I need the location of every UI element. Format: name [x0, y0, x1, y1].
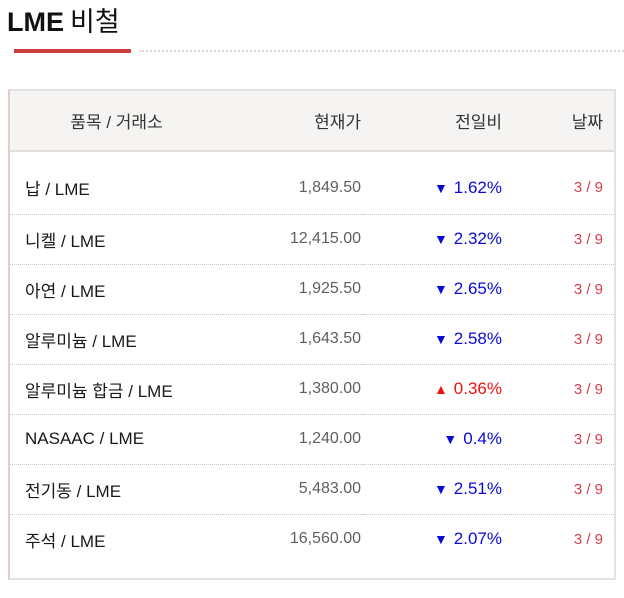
price-cell: 1,849.50 [223, 151, 363, 215]
page-header: LME 비철 [0, 0, 624, 53]
change-arrow-icon: ▼ [433, 231, 448, 247]
date-cell: 3 / 9 [505, 514, 614, 564]
date-cell: 3 / 9 [505, 364, 614, 415]
change-cell: ▼ 1.62% [363, 151, 505, 215]
change-value: 0.4% [463, 429, 502, 448]
change-value: 2.07% [453, 529, 502, 549]
quotes-table-container: 품목 / 거래소 현재가 전일비 날짜 납 / LME 1,849.50 ▼ 1.… [8, 89, 616, 580]
header-row: 품목 / 거래소 현재가 전일비 날짜 [10, 91, 614, 152]
price-cell: 16,560.00 [223, 514, 363, 564]
table-row[interactable]: 주석 / LME 16,560.00 ▼ 2.07% 3 / 9 [10, 514, 614, 564]
change-cell: ▼ 2.32% [363, 214, 505, 265]
table-row[interactable]: NASAAC / LME 1,240.00 ▼ 0.4% 3 / 9 [10, 414, 614, 465]
change-arrow-icon: ▼ [433, 531, 448, 548]
change-value: 2.65% [453, 279, 502, 298]
item-cell: 주석 / LME [10, 514, 223, 564]
date-cell: 3 / 9 [505, 151, 614, 215]
quotes-table: 품목 / 거래소 현재가 전일비 날짜 납 / LME 1,849.50 ▼ 1.… [10, 91, 614, 564]
price-cell: 1,380.00 [223, 364, 363, 415]
item-cell: 아연 / LME [10, 264, 223, 315]
page-title: LME 비철 [7, 6, 624, 39]
price-cell: 1,643.50 [223, 314, 363, 365]
title-accent-bar [14, 48, 131, 53]
change-value: 2.51% [453, 479, 502, 498]
price-cell: 1,925.50 [223, 264, 363, 315]
change-arrow-icon: ▲ [433, 381, 448, 397]
price-cell: 12,415.00 [223, 214, 363, 265]
item-cell: 알루미늄 합금 / LME [10, 364, 223, 415]
date-cell: 3 / 9 [505, 414, 614, 465]
table-row[interactable]: 알루미늄 / LME 1,643.50 ▼ 2.58% 3 / 9 [10, 314, 614, 365]
col-header-change: 전일비 [363, 91, 505, 152]
change-arrow-icon: ▼ [433, 179, 448, 196]
page-title-en: LME [7, 7, 64, 37]
date-cell: 3 / 9 [505, 214, 614, 265]
change-cell: ▲ 0.36% [363, 364, 505, 415]
change-value: 2.58% [453, 329, 502, 348]
table-row[interactable]: 납 / LME 1,849.50 ▼ 1.62% 3 / 9 [10, 151, 614, 215]
col-header-date: 날짜 [505, 91, 614, 152]
date-cell: 3 / 9 [505, 264, 614, 315]
price-cell: 1,240.00 [223, 414, 363, 465]
table-row[interactable]: 니켈 / LME 12,415.00 ▼ 2.32% 3 / 9 [10, 214, 614, 265]
title-dotted-rule [139, 49, 624, 52]
table-row[interactable]: 알루미늄 합금 / LME 1,380.00 ▲ 0.36% 3 / 9 [10, 364, 614, 415]
change-cell: ▼ 2.07% [363, 514, 505, 564]
page-title-ko: 비철 [70, 7, 120, 37]
item-cell: 알루미늄 / LME [10, 314, 223, 365]
change-cell: ▼ 0.4% [363, 414, 505, 465]
change-arrow-icon: ▼ [433, 281, 448, 297]
item-cell: 납 / LME [10, 151, 223, 215]
item-cell: 전기동 / LME [10, 464, 223, 515]
change-value: 2.32% [453, 229, 502, 248]
table-row[interactable]: 전기동 / LME 5,483.00 ▼ 2.51% 3 / 9 [10, 464, 614, 515]
change-arrow-icon: ▼ [443, 431, 458, 447]
price-cell: 5,483.00 [223, 464, 363, 515]
date-cell: 3 / 9 [505, 464, 614, 515]
change-arrow-icon: ▼ [433, 331, 448, 347]
item-cell: 니켈 / LME [10, 214, 223, 265]
col-header-item: 품목 / 거래소 [10, 91, 223, 152]
title-rule [14, 48, 624, 53]
change-cell: ▼ 2.58% [363, 314, 505, 365]
col-header-price: 현재가 [223, 91, 363, 152]
item-cell: NASAAC / LME [10, 414, 223, 465]
change-cell: ▼ 2.51% [363, 464, 505, 515]
date-cell: 3 / 9 [505, 314, 614, 365]
change-cell: ▼ 2.65% [363, 264, 505, 315]
change-value: 1.62% [453, 177, 502, 197]
table-row[interactable]: 아연 / LME 1,925.50 ▼ 2.65% 3 / 9 [10, 264, 614, 315]
change-value: 0.36% [453, 379, 502, 398]
change-arrow-icon: ▼ [433, 481, 448, 497]
